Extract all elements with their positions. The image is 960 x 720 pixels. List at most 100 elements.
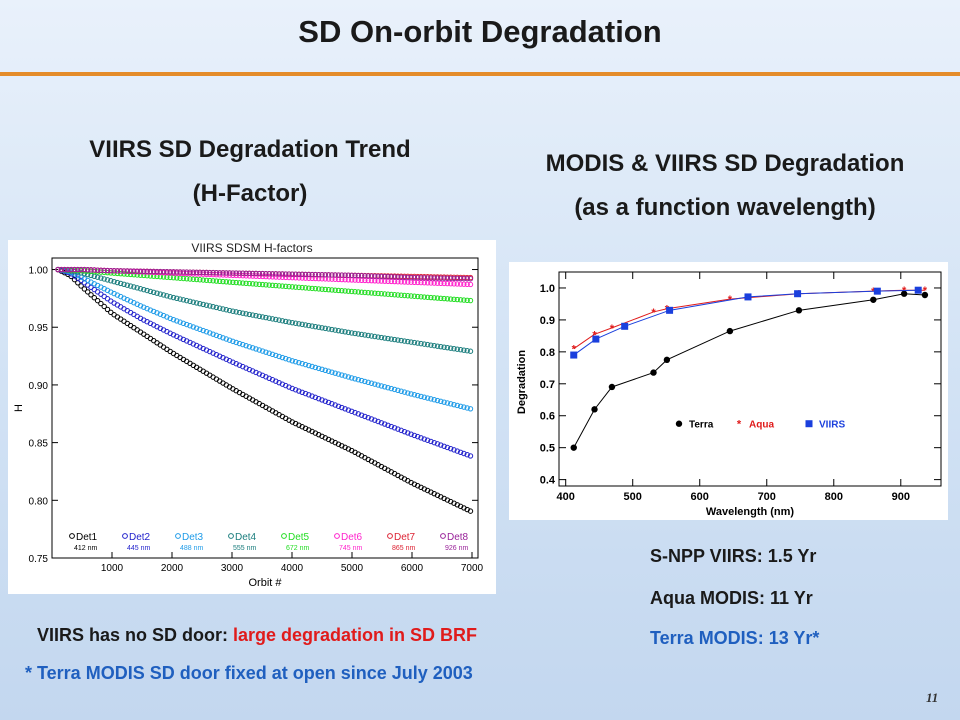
h-factor-point <box>306 362 312 369</box>
h-factor-point <box>451 281 457 287</box>
h-factor-point <box>286 357 292 363</box>
h-factor-point <box>266 282 272 288</box>
h-factor-point <box>230 279 236 285</box>
h-factor-point <box>98 267 104 273</box>
h-factor-y-tick-label: 0.75 <box>29 554 49 565</box>
degradation-point <box>805 420 813 428</box>
h-factor-point <box>263 282 269 288</box>
h-factor-point <box>266 350 272 356</box>
h-factor-point <box>58 266 64 273</box>
degradation-point: * <box>871 286 876 298</box>
h-factor-point <box>362 289 368 296</box>
h-factor-point <box>253 312 259 319</box>
degradation-point <box>870 296 877 303</box>
h-factor-point <box>91 295 98 301</box>
h-factor-series-det1 <box>55 266 474 514</box>
h-factor-point <box>223 279 230 285</box>
h-factor-point <box>273 274 279 280</box>
h-factor-point <box>467 508 474 514</box>
h-factor-point <box>246 311 253 318</box>
h-factor-point <box>424 341 431 348</box>
h-factor-point <box>240 341 246 348</box>
h-factor-point <box>372 290 378 296</box>
h-factor-point <box>81 266 88 273</box>
h-factor-point <box>431 397 437 403</box>
h-factor-point <box>309 393 315 399</box>
h-factor-legend-wavelength: 745 nm <box>339 545 363 552</box>
h-factor-legend-label: Det3 <box>182 532 204 543</box>
h-factor-legend-label: Det6 <box>341 532 363 543</box>
h-factor-point <box>461 404 467 410</box>
h-factor-point <box>372 381 378 387</box>
h-factor-point <box>312 285 319 292</box>
h-factor-point <box>385 422 391 429</box>
h-factor-legend-label: Det8 <box>447 532 469 543</box>
h-factor-point <box>273 316 279 323</box>
left-chart-heading: VIIRS SD Degradation Trend (H-Factor) <box>20 128 480 216</box>
h-factor-point <box>246 280 253 287</box>
h-factor-point <box>395 387 401 394</box>
h-factor-point <box>246 270 253 277</box>
h-factor-legend-wavelength: 488 nm <box>180 545 204 552</box>
h-factor-point <box>316 286 322 292</box>
degradation-point <box>570 351 578 359</box>
h-factor-point <box>365 332 371 339</box>
h-factor-point <box>454 296 460 303</box>
h-factor-point <box>187 298 193 305</box>
h-factor-point <box>312 364 319 371</box>
h-factor-point <box>253 346 259 352</box>
h-factor-point <box>342 288 348 294</box>
h-factor-point <box>276 317 282 323</box>
degradation-x-tick-label: 900 <box>892 491 910 503</box>
page-number: 11 <box>926 690 939 705</box>
degradation-y-tick-label: 0.7 <box>540 379 555 391</box>
h-factor-point <box>137 268 144 274</box>
h-factor-point <box>151 268 157 275</box>
h-factor-point <box>286 274 292 281</box>
h-factor-point <box>210 278 216 284</box>
h-factor-point <box>319 366 325 373</box>
h-factor-point <box>71 266 78 273</box>
h-factor-point <box>401 292 408 299</box>
h-factor-point <box>415 433 421 440</box>
h-factor-point <box>418 435 424 441</box>
h-factor-legend-marker <box>334 533 340 539</box>
degradation-legend-label: VIIRS <box>819 420 845 431</box>
h-factor-point <box>124 268 131 274</box>
h-factor-y-tick-label: 0.90 <box>29 381 49 392</box>
h-factor-point <box>309 323 315 329</box>
h-factor-point <box>131 284 137 290</box>
h-factor-point <box>269 271 276 277</box>
h-factor-point <box>65 266 71 273</box>
h-factor-point <box>457 403 464 410</box>
h-factor-point <box>467 297 474 304</box>
h-factor-point <box>200 277 206 283</box>
h-factor-point <box>174 318 180 324</box>
h-factor-point <box>243 270 249 276</box>
h-factor-point <box>339 404 345 411</box>
h-factor-point <box>190 299 197 305</box>
h-factor-point <box>220 278 226 285</box>
h-factor-point <box>167 269 173 275</box>
degradation-point <box>794 290 802 298</box>
h-factor-point <box>454 402 460 409</box>
h-factor-point <box>157 268 164 275</box>
h-factor-point <box>236 340 243 347</box>
h-factor-point <box>111 268 117 274</box>
h-factor-legend-wavelength: 412 nm <box>74 545 98 552</box>
h-factor-point <box>319 286 325 292</box>
h-factor-point <box>144 268 150 275</box>
h-factor-point <box>283 271 289 277</box>
h-factor-point <box>428 294 434 301</box>
h-factor-point <box>358 412 365 418</box>
h-factor-point <box>233 270 239 276</box>
h-factor-x-tick-label: 4000 <box>281 563 304 574</box>
h-factor-point <box>448 445 454 452</box>
h-factor-point <box>385 273 391 280</box>
h-factor-point <box>365 414 371 421</box>
h-factor-point <box>316 324 322 330</box>
h-factor-point <box>464 275 470 282</box>
h-factor-point <box>121 268 127 274</box>
h-factor-point <box>187 323 193 329</box>
h-factor-point <box>167 294 173 300</box>
